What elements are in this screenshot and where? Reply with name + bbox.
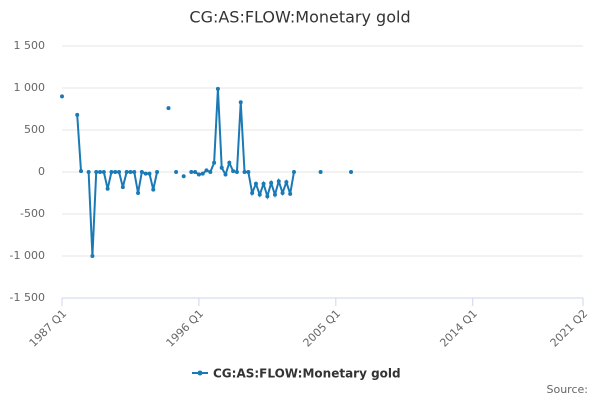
point: [151, 187, 156, 192]
point: [189, 170, 194, 174]
point: [257, 192, 262, 197]
point: [181, 174, 186, 179]
point: [231, 169, 236, 174]
point: [223, 172, 228, 177]
point: [94, 170, 99, 174]
point: [147, 171, 152, 176]
point: [318, 170, 323, 174]
point: [208, 170, 213, 174]
point: [60, 94, 64, 99]
legend-label: CG:AS:FLOW:Monetary gold: [213, 367, 401, 381]
point: [98, 170, 103, 174]
point: [288, 191, 293, 196]
point: [90, 254, 95, 258]
point: [109, 170, 114, 174]
point: [136, 191, 141, 195]
point: [124, 170, 129, 174]
point: [215, 86, 220, 91]
point: [276, 179, 281, 184]
point: [75, 112, 80, 117]
point: [174, 170, 179, 174]
point: [105, 186, 110, 191]
y-tick-label: -500: [20, 207, 45, 220]
point: [272, 192, 277, 197]
y-tick-label: 500: [24, 123, 45, 136]
legend-marker: [197, 370, 203, 376]
point: [204, 168, 209, 173]
point: [155, 170, 160, 174]
source: Source:: [547, 383, 589, 396]
point: [242, 170, 247, 174]
point: [86, 170, 91, 174]
point: [227, 160, 232, 165]
point: [284, 180, 289, 185]
point: [117, 170, 122, 174]
point: [265, 194, 270, 199]
point: [143, 171, 148, 176]
x-tick-label: 2014 Q1: [437, 307, 480, 350]
point: [139, 170, 144, 174]
point: [200, 171, 205, 176]
point: [269, 180, 274, 185]
point: [261, 181, 266, 186]
point: [250, 191, 255, 195]
point: [246, 170, 251, 174]
point: [113, 170, 118, 174]
point: [193, 170, 198, 174]
x-tick-label: 2005 Q1: [301, 307, 344, 350]
point: [219, 165, 224, 170]
chart-title: CG:AS:FLOW:Monetary gold: [189, 8, 410, 27]
point: [349, 170, 354, 174]
y-tick-label: 0: [38, 165, 45, 178]
point: [128, 170, 133, 174]
y-tick-label: -1 500: [10, 291, 45, 304]
x-tick-label: 1996 Q1: [164, 307, 207, 350]
y-tick-label: 1 500: [14, 39, 46, 52]
x-tick-label: 1987 Q1: [27, 307, 70, 350]
point: [132, 170, 137, 174]
y-tick-label: -1 000: [10, 249, 45, 262]
y-tick-label: 1 000: [14, 81, 46, 94]
point: [238, 100, 243, 105]
point: [234, 170, 239, 174]
point: [101, 170, 106, 174]
point: [196, 172, 201, 177]
x-tick-label: 2021 Q2: [548, 307, 591, 350]
point: [166, 106, 171, 111]
point: [79, 169, 84, 174]
point: [291, 170, 296, 174]
point: [253, 181, 258, 186]
point: [212, 160, 217, 165]
point: [120, 185, 125, 190]
point: [280, 191, 285, 195]
